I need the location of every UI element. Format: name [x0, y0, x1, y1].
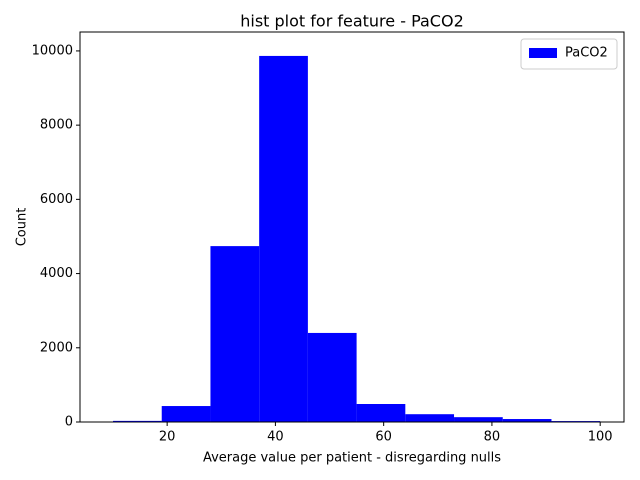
- legend-box: [520, 38, 618, 70]
- x-axis-label: Average value per patient - disregarding…: [203, 451, 501, 466]
- legend-swatch: [529, 48, 557, 58]
- bar: [161, 406, 211, 422]
- x-tick-label: 40: [267, 430, 284, 445]
- bar: [405, 414, 455, 422]
- y-tick-label: 0: [65, 415, 73, 430]
- bar: [454, 417, 503, 422]
- y-tick-label: 2000: [40, 340, 73, 355]
- x-tick-label: 20: [159, 430, 176, 445]
- bar: [502, 419, 552, 422]
- bar: [113, 420, 162, 422]
- y-axis-label: Count: [15, 208, 30, 247]
- y-tick-label: 6000: [40, 192, 73, 207]
- y-tick-label: 8000: [40, 118, 73, 133]
- legend-label: PaCO2: [565, 46, 608, 61]
- chart-title: hist plot for feature - PaCO2: [240, 12, 464, 31]
- legend: PaCO2: [520, 38, 618, 70]
- y-tick-label: 4000: [40, 266, 73, 281]
- x-tick-label: 80: [484, 430, 501, 445]
- x-tick-label: 60: [375, 430, 392, 445]
- bar: [259, 55, 308, 422]
- y-tick-label: 10000: [32, 43, 73, 58]
- x-tick-label: 100: [588, 430, 613, 445]
- axes-frame: [79, 31, 625, 423]
- bar: [307, 332, 357, 422]
- bar: [210, 246, 260, 422]
- bar: [356, 404, 406, 422]
